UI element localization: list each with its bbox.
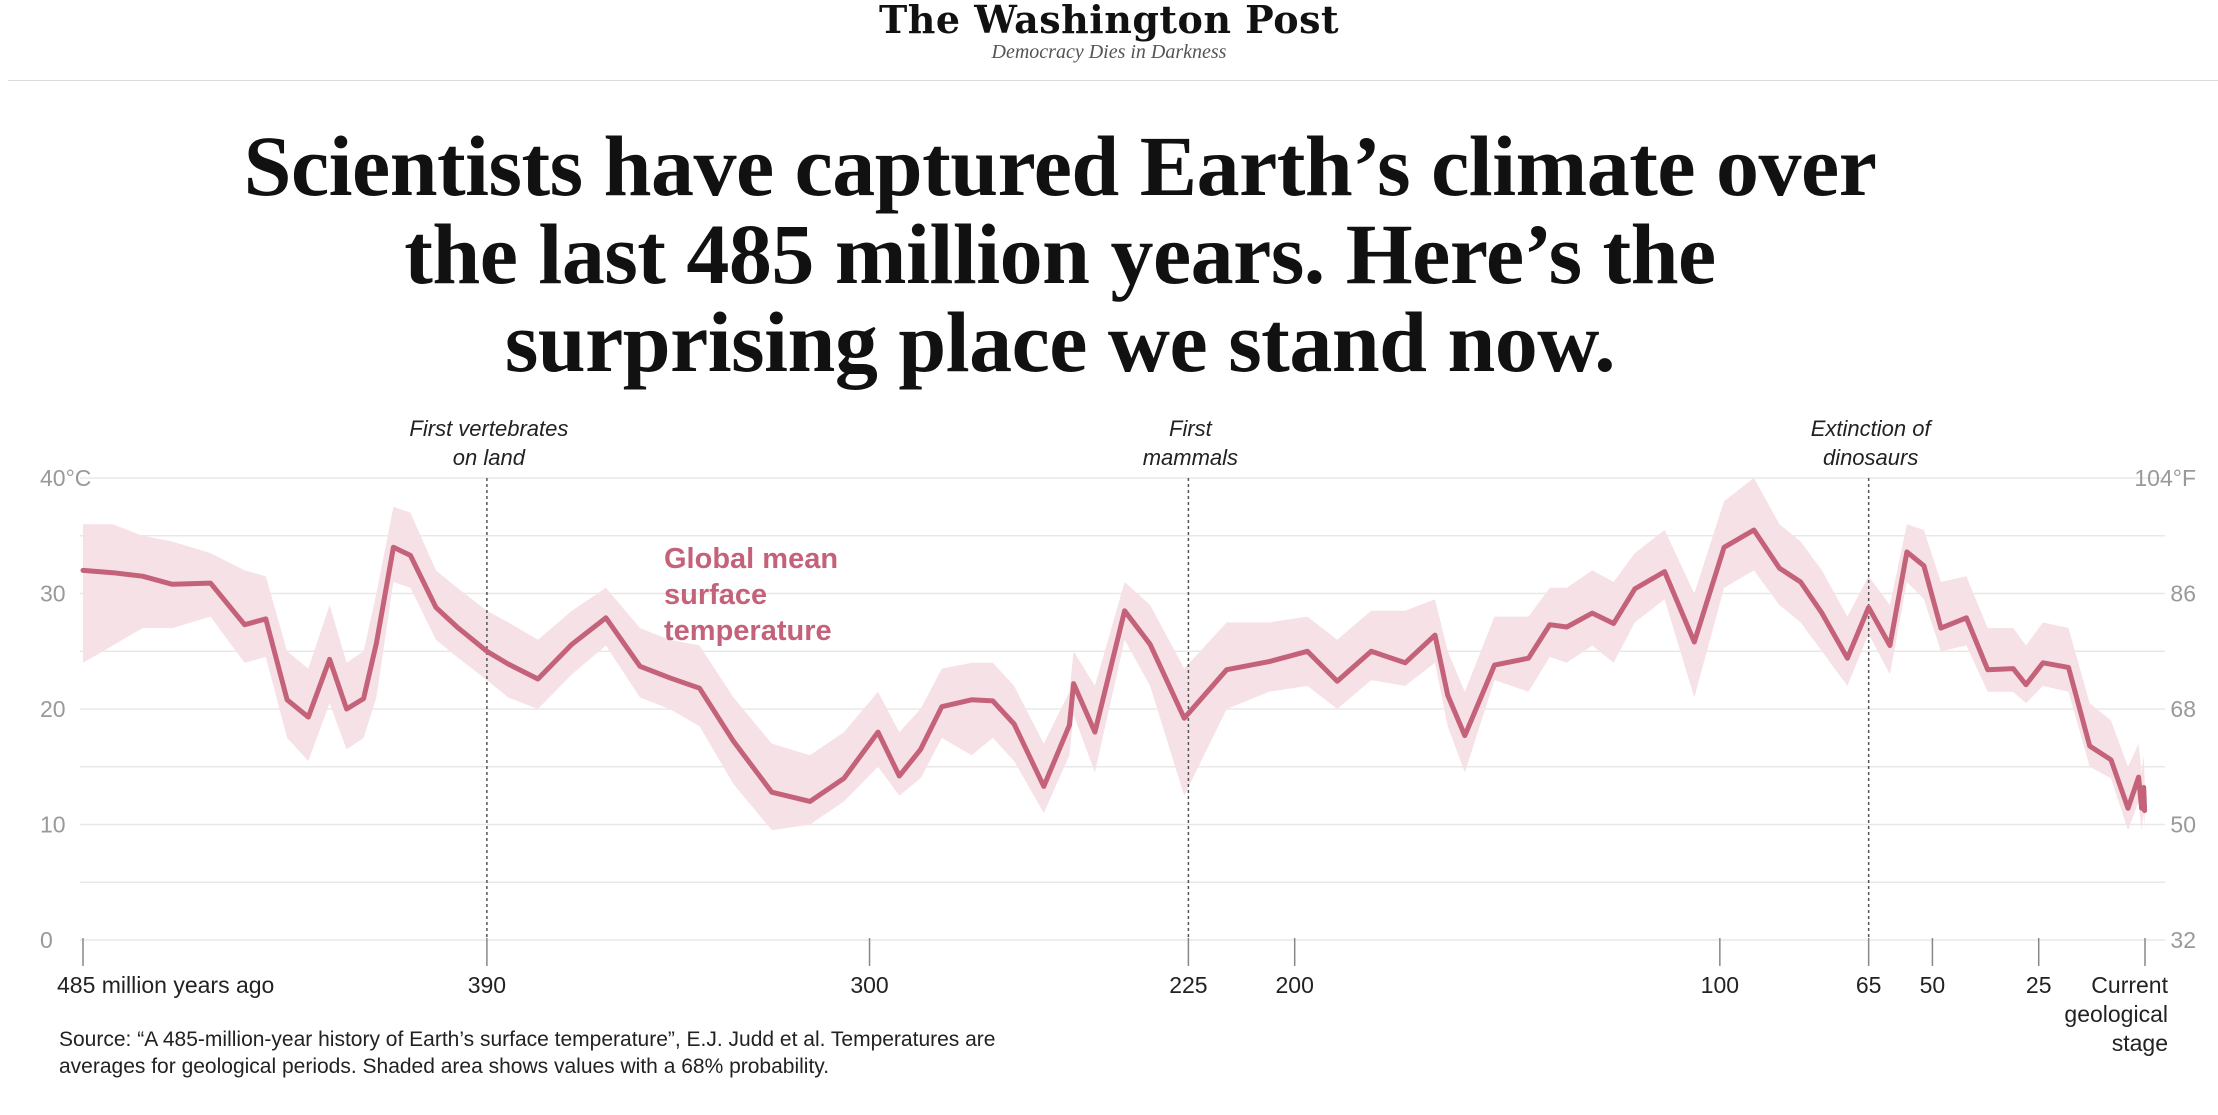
x-tick-label: 65 <box>1856 972 1882 998</box>
x-tick-label: 485 million years ago <box>57 972 274 998</box>
x-tick-label: 100 <box>1701 972 1739 998</box>
annotation-label: dinosaurs <box>1823 445 1918 470</box>
annotation-label: First <box>1169 416 1213 441</box>
y-tick-label-left: 0 <box>40 927 53 953</box>
series-label: Global mean <box>664 543 838 575</box>
x-tick-label: 25 <box>2026 972 2052 998</box>
x-tick-label: 300 <box>850 972 888 998</box>
headline-line: the last 485 million years. Here’s the <box>404 206 1716 302</box>
y-tick-label-right: 68 <box>2170 696 2196 722</box>
x-tick-label: 390 <box>468 972 506 998</box>
masthead-divider <box>8 80 2218 81</box>
y-tick-label-right: 86 <box>2170 581 2196 607</box>
x-tick-label: stage <box>2112 1030 2168 1056</box>
source-line: averages for geological periods. Shaded … <box>59 1055 830 1078</box>
x-tick-label: Current <box>2091 972 2168 998</box>
source-line: Source: “A 485-million-year history of E… <box>59 1028 996 1051</box>
x-tick-label: geological <box>2064 1001 2168 1027</box>
masthead: The Washington Post Democracy Dies in Da… <box>0 0 2218 80</box>
series-label: temperature <box>664 615 832 647</box>
series-line <box>80 527 2148 814</box>
x-tick-label: 200 <box>1276 972 1314 998</box>
site-tagline: Democracy Dies in Darkness <box>991 41 1227 63</box>
y-tick-label-right: 50 <box>2170 812 2196 838</box>
source-note: Source: “A 485-million-year history of E… <box>59 1026 1119 1080</box>
y-tick-label-left: 20 <box>40 696 66 722</box>
x-tick-label: 225 <box>1169 972 1207 998</box>
headline: Scientists have captured Earth’s climate… <box>240 122 1880 386</box>
y-tick-label-right: 32 <box>2170 927 2196 953</box>
headline-line: Scientists have captured Earth’s climate… <box>243 118 1877 214</box>
annotation-label: on land <box>453 445 526 470</box>
y-tick-label-left: 40°C <box>40 465 91 491</box>
y-tick-label-left: 30 <box>40 581 66 607</box>
y-tick-label-right: 104°F <box>2134 465 2196 491</box>
headline-line: surprising place we stand now. <box>504 294 1616 390</box>
y-tick-label-left: 10 <box>40 812 66 838</box>
annotation-label: First vertebrates <box>409 416 568 441</box>
site-logo[interactable]: The Washington Post <box>878 0 1340 42</box>
series-label: surface <box>664 579 767 611</box>
x-tick-label: 50 <box>1920 972 1946 998</box>
annotation-label: mammals <box>1143 445 1238 470</box>
annotation-label: Extinction of <box>1811 416 1934 441</box>
